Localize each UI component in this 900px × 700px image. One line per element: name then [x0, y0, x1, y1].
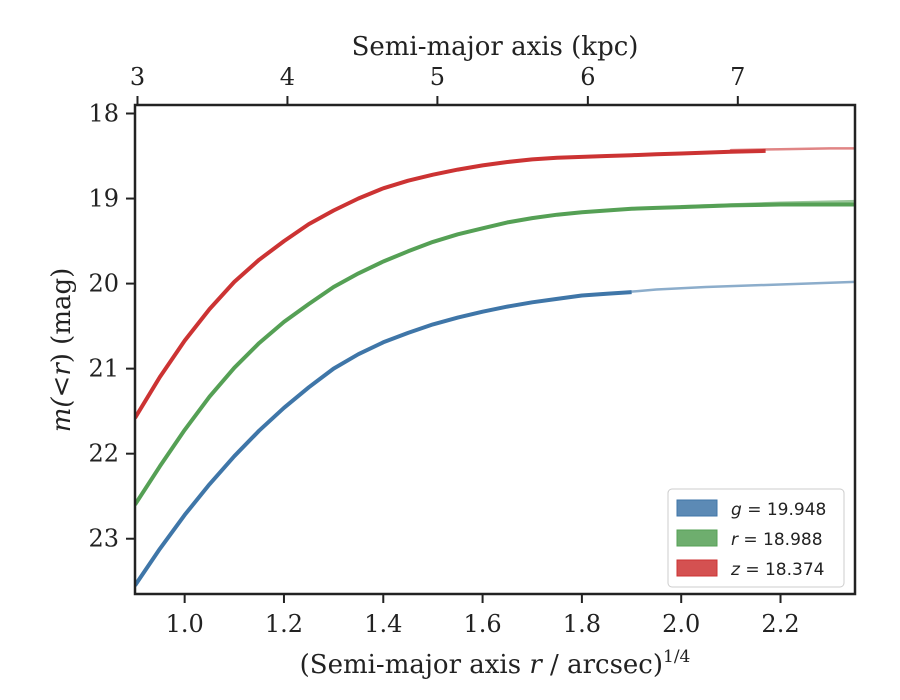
x-tick-label: 1.0 [166, 610, 204, 638]
legend-entry-r: r = 18.988 [676, 529, 823, 550]
x-axis-title: (Semi-major axis r / arcsec)1/4 [300, 647, 691, 680]
x-tick-label: 1.2 [265, 610, 303, 638]
model-line-g [605, 280, 855, 296]
x-tick-label: 1.6 [464, 610, 502, 638]
top-tick-label: 6 [580, 63, 595, 91]
legend-swatch-r [676, 529, 718, 547]
y-tick-label: 23 [88, 525, 119, 553]
y-tick-label: 22 [88, 440, 119, 468]
legend-label-g: g = 19.948 [731, 500, 826, 520]
legend-entry-z: z = 18.374 [676, 559, 824, 580]
x-tick-label: 2.0 [662, 610, 700, 638]
x-tick-label: 1.8 [563, 610, 601, 638]
top-tick-label: 5 [430, 63, 445, 91]
legend-label-r: r = 18.988 [731, 530, 823, 550]
legend-swatch-z [676, 559, 718, 577]
top-tick-label: 3 [130, 63, 145, 91]
legend-swatch-g [676, 499, 718, 517]
x-tick-label: 2.2 [761, 610, 799, 638]
plot-area [135, 147, 855, 587]
y-tick-label: 19 [88, 185, 119, 213]
axis-ticks: 1.0 1.2 1.4 1.6 1.8 2.0 2.2 18 19 20 21 22 23 3 4 5 6 7 [88, 63, 799, 638]
top-axis-title: Semi-major axis (kpc) [352, 32, 639, 62]
y-tick-label: 18 [88, 100, 119, 128]
legend-label-z: z = 18.374 [730, 560, 824, 580]
series-line-g [135, 290, 632, 587]
top-tick-label: 7 [730, 63, 745, 91]
top-tick-label: 4 [280, 63, 295, 91]
legend: g = 19.948 r = 18.988 z = 18.374 [667, 488, 845, 588]
legend-entry-g: g = 19.948 [676, 499, 826, 520]
axes-frame [133, 103, 857, 596]
y-axis-title: m(<r) (mag) [47, 268, 77, 433]
y-tick-label: 21 [88, 355, 119, 383]
series-line-r [135, 202, 855, 506]
x-tick-label: 1.4 [364, 610, 402, 638]
y-tick-label: 20 [88, 270, 119, 298]
series-line-z [135, 148, 766, 420]
